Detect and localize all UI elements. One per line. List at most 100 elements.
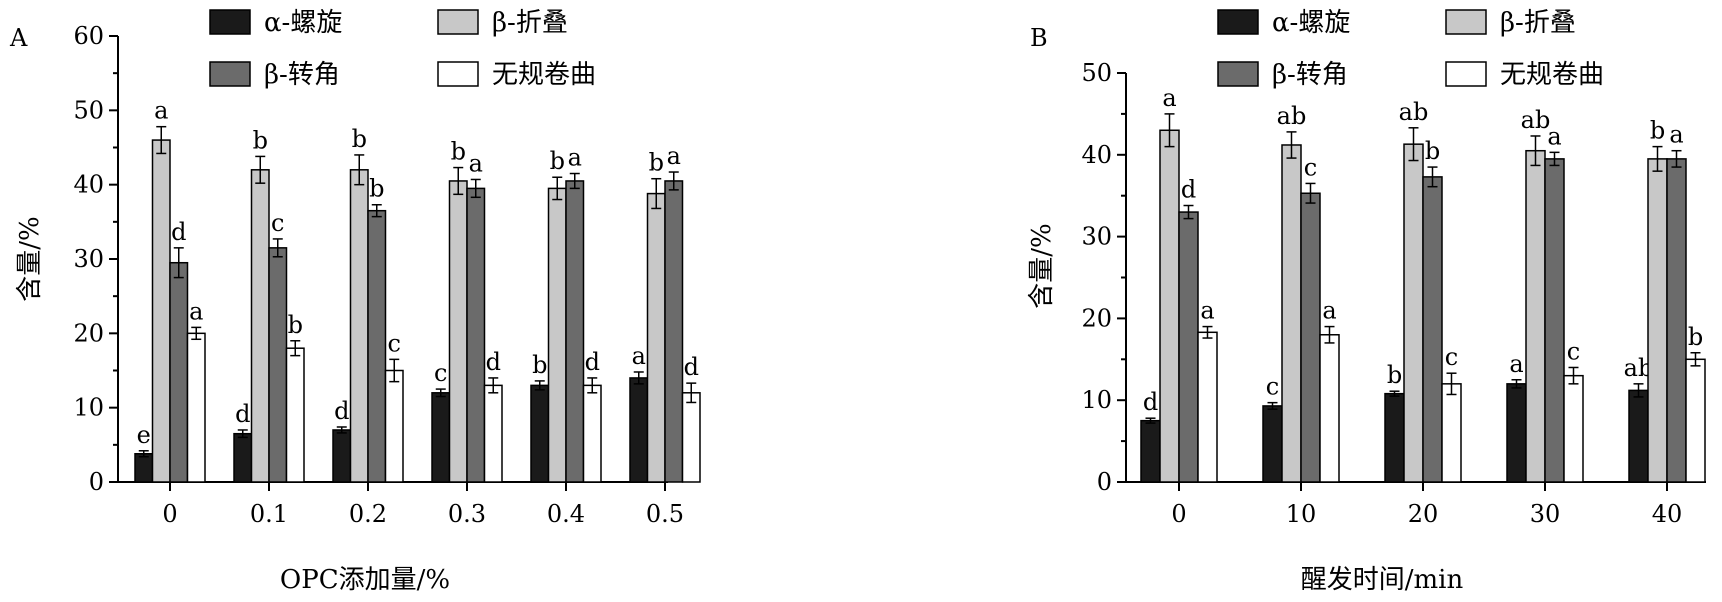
bar bbox=[1441, 383, 1462, 483]
bar bbox=[1300, 192, 1321, 483]
significance-letter: a bbox=[1162, 84, 1176, 112]
y-tick-label: 40 bbox=[1081, 141, 1112, 169]
legend-swatch bbox=[437, 9, 479, 35]
x-tick-label: 0.5 bbox=[646, 500, 684, 528]
significance-letter: d bbox=[585, 348, 600, 376]
significance-letter: a bbox=[1200, 297, 1214, 325]
bar bbox=[547, 187, 567, 483]
y-axis-label: 含量/% bbox=[1027, 223, 1057, 308]
significance-letter: b bbox=[532, 351, 547, 379]
legend-label: β-折叠 bbox=[492, 8, 568, 38]
y-tick-label: 20 bbox=[73, 319, 104, 347]
bar bbox=[151, 139, 171, 483]
legend-label: α-螺旋 bbox=[1272, 8, 1350, 38]
panel-label: B bbox=[1030, 24, 1048, 52]
bar bbox=[1563, 374, 1584, 483]
significance-letter: b bbox=[649, 149, 664, 177]
legend-label: α-螺旋 bbox=[264, 8, 342, 38]
bar bbox=[448, 180, 468, 483]
bar bbox=[285, 347, 305, 483]
y-tick-label: 40 bbox=[73, 171, 104, 199]
panel-a: A 0 10 20 30 40 50 60 含量/% OPC添加量/% 0 e a d a 0.1 d b c b 0.… bbox=[9, 8, 701, 595]
x-tick-label: 30 bbox=[1530, 500, 1561, 528]
bar bbox=[483, 384, 503, 483]
significance-letter: d bbox=[684, 353, 699, 381]
significance-letter: b bbox=[451, 138, 466, 166]
bar bbox=[664, 180, 684, 483]
bar bbox=[134, 453, 154, 483]
significance-letter: ab bbox=[1277, 102, 1307, 130]
bar bbox=[629, 377, 649, 483]
bar bbox=[384, 369, 404, 483]
x-tick-label: 0 bbox=[162, 500, 177, 528]
bar bbox=[1506, 383, 1527, 483]
bar bbox=[582, 384, 602, 483]
bar bbox=[233, 432, 253, 483]
legend-label: β-折叠 bbox=[1500, 8, 1576, 38]
significance-letter: d bbox=[486, 348, 501, 376]
x-tick-label: 40 bbox=[1652, 500, 1683, 528]
bar bbox=[1666, 158, 1687, 483]
bar bbox=[1384, 392, 1405, 483]
legend-label: 无规卷曲 bbox=[1500, 60, 1604, 90]
bar bbox=[332, 429, 352, 483]
legend-label: 无规卷曲 bbox=[492, 60, 596, 90]
y-tick-label: 0 bbox=[1097, 468, 1112, 496]
significance-letter: b bbox=[288, 311, 303, 339]
y-tick-label: 50 bbox=[73, 96, 104, 124]
y-tick-label: 10 bbox=[73, 394, 104, 422]
bar bbox=[1628, 389, 1649, 483]
significance-letter: e bbox=[137, 421, 151, 449]
bar bbox=[367, 209, 387, 483]
significance-letter: b bbox=[253, 126, 268, 154]
significance-letter: c bbox=[1567, 337, 1580, 365]
bar bbox=[530, 384, 550, 483]
x-tick-label: 0.3 bbox=[448, 500, 486, 528]
x-tick-label: 20 bbox=[1408, 500, 1439, 528]
bar bbox=[1544, 158, 1565, 483]
significance-letter: a bbox=[568, 144, 582, 172]
x-tick-label: 0.1 bbox=[250, 500, 288, 528]
significance-letter: b bbox=[369, 175, 384, 203]
bar bbox=[1403, 143, 1424, 483]
significance-letter: a bbox=[1322, 297, 1336, 325]
bar bbox=[646, 192, 666, 483]
significance-letter: c bbox=[1266, 373, 1279, 401]
bar bbox=[250, 169, 270, 483]
x-axis-label: OPC添加量/% bbox=[280, 565, 450, 595]
bar bbox=[1140, 419, 1161, 483]
legend-swatch bbox=[209, 9, 251, 35]
y-tick-label: 0 bbox=[89, 468, 104, 496]
significance-letter: d bbox=[334, 397, 349, 425]
significance-letter: a bbox=[1669, 121, 1683, 149]
y-axis-label: 含量/% bbox=[15, 216, 45, 301]
significance-letter: d bbox=[171, 218, 186, 246]
bar bbox=[431, 392, 451, 483]
legend-swatch bbox=[437, 61, 479, 87]
x-tick-label: 0.4 bbox=[547, 500, 585, 528]
bar bbox=[565, 180, 585, 483]
y-tick-label: 60 bbox=[73, 22, 104, 50]
x-tick-label: 0 bbox=[1171, 500, 1186, 528]
bar bbox=[1525, 149, 1546, 483]
legend-label: β-转角 bbox=[1272, 60, 1348, 90]
bar bbox=[169, 261, 189, 483]
significance-letter: d bbox=[235, 400, 250, 428]
significance-letter: a bbox=[667, 142, 681, 170]
bar bbox=[1178, 211, 1199, 483]
panel-b: B01020304050含量/%醒发时间/min0dada10cabca20ba… bbox=[1027, 8, 1706, 595]
significance-letter: a bbox=[189, 297, 203, 325]
bar bbox=[1281, 144, 1302, 483]
significance-letter: b bbox=[1688, 323, 1703, 351]
bar bbox=[1422, 176, 1443, 483]
legend-swatch bbox=[209, 61, 251, 87]
significance-letter: c bbox=[1304, 153, 1317, 181]
legend-label: β-转角 bbox=[264, 60, 340, 90]
bar bbox=[1197, 331, 1218, 483]
legend-swatch bbox=[1217, 9, 1259, 35]
significance-letter: b bbox=[1650, 117, 1665, 145]
significance-letter: c bbox=[434, 359, 447, 387]
legend-swatch bbox=[1217, 61, 1259, 87]
bar bbox=[186, 332, 206, 483]
